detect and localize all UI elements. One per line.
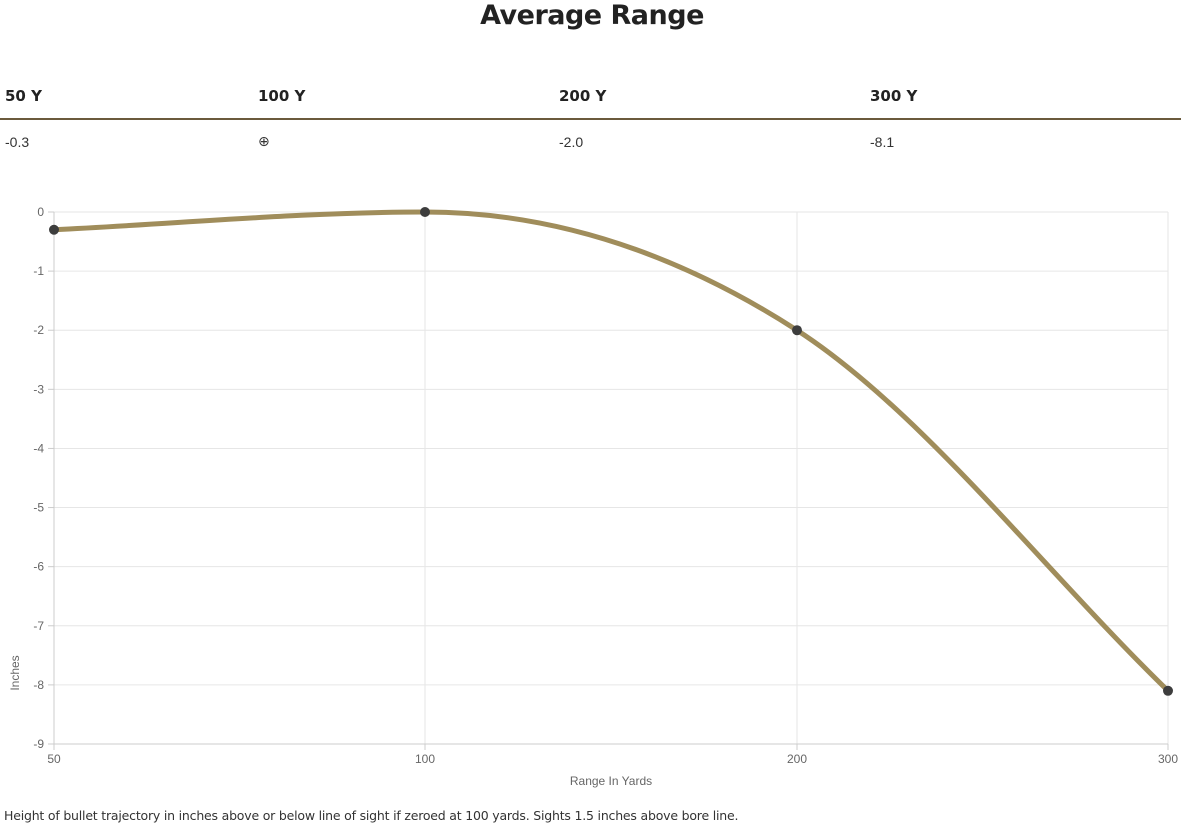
x-axis-label: Range In Yards — [570, 774, 652, 788]
range-table: 50 Y 100 Y 200 Y 300 Y -0.3 ⊕ -2.0 -8.1 — [0, 78, 1181, 160]
range-value-50: -0.3 — [5, 134, 30, 150]
data-point-200[interactable] — [792, 325, 802, 336]
data-point-100[interactable] — [420, 207, 430, 217]
y-tick-label: -2 — [33, 323, 44, 337]
y-tick-label: -5 — [33, 501, 44, 515]
range-value-row: -0.3 ⊕ -2.0 -8.1 — [0, 120, 1181, 160]
x-tick-label: 50 — [47, 752, 61, 766]
range-header-row: 50 Y 100 Y 200 Y 300 Y — [0, 78, 1181, 120]
x-tick-label: 200 — [787, 752, 807, 766]
series-points — [49, 207, 1173, 696]
trajectory-chart: 0 -1 -2 -3 -4 -5 -6 -7 -8 -950 100 200 300 Inches Ra… — [8, 205, 1178, 788]
data-point-300[interactable] — [1163, 685, 1173, 696]
x-tick-label: 100 — [415, 752, 435, 766]
y-tick-label: 0 — [37, 205, 44, 219]
y-axis-label: Inches — [8, 655, 22, 690]
range-value-200: -2.0 — [559, 134, 584, 150]
range-header-300: 300 Y — [870, 87, 918, 105]
y-tick-label: -1 — [33, 264, 44, 278]
chart-axes — [48, 211, 1169, 750]
range-header-200: 200 Y — [559, 87, 607, 105]
range-header-100: 100 Y — [258, 87, 306, 105]
data-point-50[interactable] — [49, 224, 59, 235]
y-tick-label: -6 — [33, 560, 44, 574]
chart-grid — [53, 211, 1169, 745]
range-header-50: 50 Y — [5, 87, 42, 105]
chart-footnote: Height of bullet trajectory in inches ab… — [4, 808, 739, 823]
zero-crosshair-icon: ⊕ — [258, 134, 270, 150]
y-tick-label: -4 — [33, 441, 44, 455]
page-title: Average Range — [480, 0, 704, 31]
chart-tick-labels: 0 -1 -2 -3 -4 -5 -6 -7 -8 -950 100 200 300 — [33, 205, 1178, 766]
y-tick-label: -8 — [33, 678, 44, 692]
y-tick-label: -7 — [33, 619, 44, 633]
range-value-300: -8.1 — [870, 134, 895, 150]
series-line — [51, 209, 1171, 694]
y-tick-label: -3 — [33, 382, 44, 396]
y-tick-label: -9 — [33, 737, 44, 751]
x-tick-label: 300 — [1158, 752, 1178, 766]
